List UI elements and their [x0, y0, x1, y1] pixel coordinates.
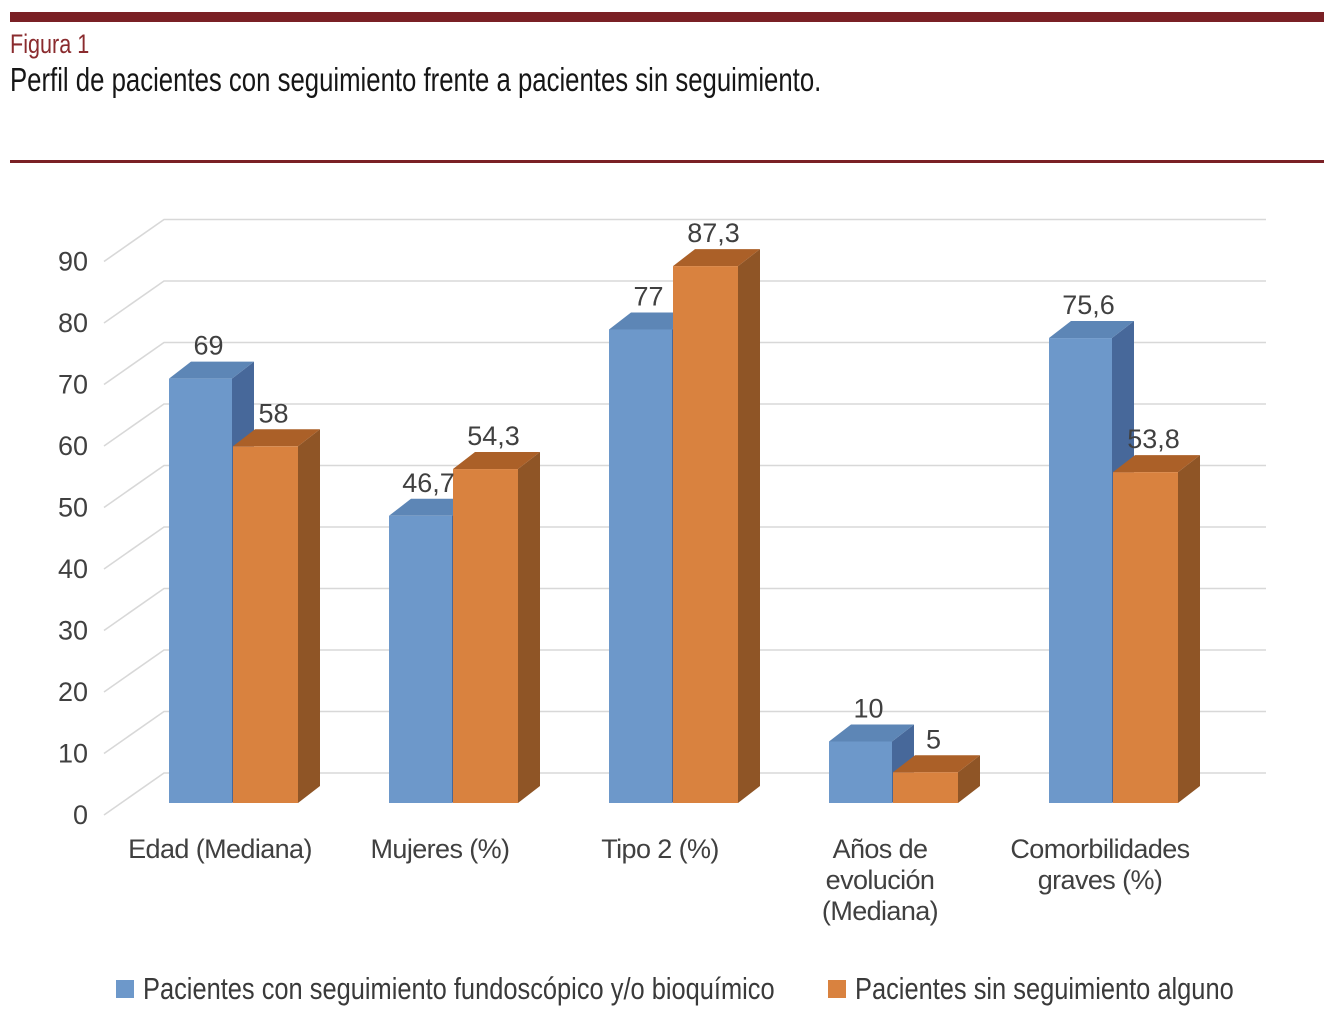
bar-side-face [958, 755, 980, 803]
y-tick-20: 20 [58, 677, 88, 707]
bar-front-face [673, 266, 738, 804]
x-category-4-line2: evolución [826, 865, 935, 895]
gridline-30 [103, 587, 1266, 632]
gridline-50 [103, 464, 1266, 509]
x-category-5-line2: graves (%) [1038, 865, 1163, 895]
y-tick-80: 80 [58, 308, 88, 338]
bar-label-series1-cat1: 69 [193, 331, 223, 361]
x-category-5-line1: Comorbilidades [1010, 834, 1189, 864]
figure-label: Figura 1 [10, 31, 109, 58]
bar-side-face [518, 452, 540, 803]
legend-item-sin-seguimiento: Pacientes sin seguimiento alguno [828, 971, 1317, 1007]
x-category-3-line1: Tipo 2 (%) [601, 834, 719, 864]
y-tick-70: 70 [58, 370, 88, 400]
gridline-10 [103, 710, 1266, 755]
y-tick-60: 60 [58, 431, 88, 461]
bar-top-face [233, 429, 320, 447]
y-tick-40: 40 [58, 554, 88, 584]
y-tick-90: 90 [58, 247, 88, 277]
bar-top-face [453, 452, 540, 470]
bar-series2-cat3 [673, 249, 760, 804]
bar-series2-cat5 [1113, 455, 1200, 803]
bar-front-face [829, 741, 892, 803]
gridline-60 [103, 403, 1266, 447]
bar-front-face [1049, 338, 1112, 803]
bar-series2-cat1 [233, 429, 320, 803]
x-category-4-line3: (Mediana) [822, 896, 938, 926]
legend-swatch-blue-icon [116, 980, 134, 998]
y-tick-50: 50 [58, 493, 88, 523]
bar-top-face [169, 361, 254, 379]
figure-title: Perfil de pacientes con seguimiento fren… [10, 63, 1050, 97]
bar-top-face [1113, 455, 1200, 473]
legend-swatch-orange-icon [828, 980, 846, 998]
top-rule-bar [10, 12, 1324, 22]
bar-side-face [738, 249, 760, 804]
bar-front-face [453, 469, 518, 803]
gridline-40 [103, 526, 1266, 570]
bar-label-series1-cat4: 10 [853, 694, 883, 724]
gridline-20 [103, 649, 1266, 693]
bar-side-face [1178, 455, 1200, 803]
bar-front-face [233, 446, 298, 803]
gridline-70 [103, 341, 1266, 386]
bar-front-face [389, 515, 452, 803]
figure-title-text: Perfil de pacientes con seguimiento fren… [10, 61, 822, 98]
bar-label-series2-cat1: 58 [258, 398, 288, 428]
bar-front-face [893, 772, 958, 803]
bar-top-face [389, 498, 474, 516]
bar-value-labels: 69 58 46,7 54,3 77 87,3 10 5 75,6 53,8 [193, 218, 1179, 754]
gridlines [103, 218, 1266, 816]
bar-label-series2-cat3: 87,3 [687, 218, 740, 248]
bar-front-face [1113, 472, 1178, 803]
x-category-1-line1: Edad (Mediana) [128, 834, 312, 864]
bar-top-face [673, 249, 760, 267]
bar-label-series2-cat2: 54,3 [467, 421, 520, 451]
bar-top-face [609, 312, 694, 330]
y-tick-0: 0 [73, 800, 88, 830]
bar-series1-cat4 [829, 724, 914, 803]
legend-item-con-seguimiento: Pacientes con seguimiento fundoscópico y… [116, 971, 913, 1007]
bar-label-series1-cat2: 46,7 [402, 468, 455, 498]
bar-top-face [893, 755, 980, 773]
bar-front-face [609, 329, 672, 803]
gridline-80 [103, 280, 1266, 324]
y-axis-ticks: 0 10 20 30 40 50 60 70 80 90 [58, 247, 88, 831]
bar-label-series2-cat4: 5 [926, 724, 941, 754]
bar-label-series1-cat3: 77 [633, 281, 663, 311]
bar-series2-cat4 [893, 755, 980, 803]
x-category-4-line1: Años de [833, 834, 928, 864]
bar-top-face [1049, 321, 1134, 339]
bar-label-series1-cat5: 75,6 [1062, 290, 1115, 320]
x-category-2-line1: Mujeres (%) [371, 834, 510, 864]
bars [169, 249, 1200, 804]
bar-front-face [169, 378, 232, 803]
gridline-90 [103, 218, 1266, 263]
header-divider [10, 160, 1324, 163]
y-tick-10: 10 [58, 739, 88, 769]
y-tick-30: 30 [58, 616, 88, 646]
legend-label-con-seguimiento: Pacientes con seguimiento fundoscópico y… [143, 971, 775, 1006]
bar-label-series2-cat5: 53,8 [1127, 424, 1180, 454]
bar-series2-cat2 [453, 452, 540, 803]
bar-top-face [829, 724, 914, 742]
x-axis-categories: Edad (Mediana) Mujeres (%) Tipo 2 (%) Años … [128, 834, 1190, 926]
figure-label-text: Figura 1 [10, 29, 90, 59]
bar-side-face [298, 429, 320, 803]
legend-label-sin-seguimiento: Pacientes sin seguimiento alguno [855, 971, 1234, 1006]
